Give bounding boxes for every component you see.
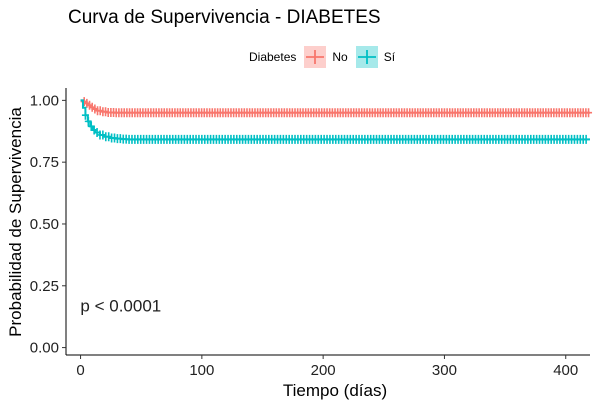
censor-mark xyxy=(81,110,89,120)
x-tick-label: 300 xyxy=(432,362,457,379)
legend-title: Diabetes xyxy=(249,50,297,64)
legend-label-si: Sí xyxy=(383,50,396,64)
y-tick-label: 0.50 xyxy=(30,216,59,233)
censor-mark xyxy=(84,116,92,126)
censor-mark xyxy=(585,108,593,118)
x-tick-label: 0 xyxy=(76,362,84,379)
p-value-annotation: p < 0.0001 xyxy=(80,297,161,316)
x-axis-label: Tiempo (días) xyxy=(282,381,388,400)
y-tick-label: 0.00 xyxy=(30,340,59,357)
x-tick-label: 400 xyxy=(553,362,578,379)
x-tick-label: 100 xyxy=(189,362,214,379)
axes: 0.00 0.25 0.50 0.75 1.00 0 100 200 300 400 xyxy=(30,88,590,379)
y-tick-label: 0.75 xyxy=(30,154,59,171)
legend: Diabetes No Sí xyxy=(249,44,403,70)
chart-title: Curva de Supervivencia - DIABETES xyxy=(68,7,381,28)
y-tick-label: 1.00 xyxy=(30,92,59,109)
series-no xyxy=(80,97,593,118)
series-layer xyxy=(80,97,593,144)
series-si xyxy=(80,99,590,144)
legend-label-no: No xyxy=(332,50,348,64)
y-tick-label: 0.25 xyxy=(30,278,59,295)
series-si-curve xyxy=(80,99,590,141)
x-tick-label: 200 xyxy=(311,362,336,379)
legend-key-si-icon xyxy=(355,46,378,68)
legend-key-no-icon xyxy=(304,46,327,68)
censor-mark xyxy=(582,134,590,144)
